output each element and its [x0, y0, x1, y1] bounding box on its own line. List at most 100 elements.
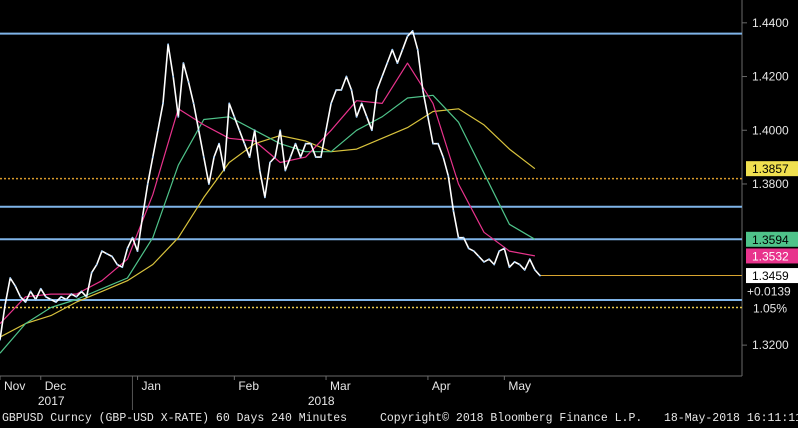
copyright-text: Copyright© 2018 Bloomberg Finance L.P. [380, 412, 643, 425]
price-point [213, 156, 215, 159]
price-point [162, 102, 164, 105]
price-point [462, 236, 465, 239]
x-tick-label: Feb [238, 379, 259, 393]
price-point [218, 142, 220, 145]
price-point [528, 258, 531, 261]
price-point [172, 75, 175, 78]
price-tags: 1.3857 1.3594 1.3532 1.3459 +0.0139 1.05% [746, 161, 798, 316]
price-tag-1 [746, 161, 798, 177]
price-point [187, 81, 190, 83]
price-point [488, 258, 490, 261]
price-point [493, 263, 496, 266]
price-tag-label-4: 1.3459 [752, 269, 789, 283]
price-point [4, 303, 6, 306]
price-point [360, 102, 363, 105]
price-point [335, 89, 338, 91]
price-point [391, 48, 394, 51]
price-point [75, 295, 78, 298]
y-tick-label: 1.3800 [752, 177, 789, 191]
price-point [60, 295, 63, 298]
price-point [269, 161, 271, 164]
price-point [513, 260, 516, 263]
price-point [131, 236, 134, 239]
price-point [350, 89, 353, 91]
price-point [228, 102, 231, 105]
price-tag-label-3: 1.3532 [752, 249, 789, 263]
price-point [90, 271, 93, 274]
price-point [432, 142, 434, 145]
price-point [14, 285, 17, 287]
price-point [177, 115, 180, 118]
price-point [345, 75, 348, 78]
price-point [19, 295, 22, 298]
x-tick-label: Jan [142, 379, 161, 393]
price-point [314, 156, 317, 159]
price-point [279, 129, 282, 132]
price-point [202, 156, 205, 159]
price-point [157, 129, 159, 132]
price-point [294, 142, 297, 145]
price-point [477, 255, 480, 258]
price-point [106, 252, 108, 255]
price-point [197, 129, 200, 132]
price-point [55, 301, 57, 304]
price-point [284, 169, 287, 172]
price-point [24, 301, 27, 304]
x-tick-label: May [508, 379, 531, 393]
price-point [274, 156, 276, 159]
price-point [386, 62, 389, 65]
price-point [365, 115, 368, 118]
price-point [299, 156, 302, 159]
price-point [452, 209, 455, 212]
price-point [320, 156, 322, 159]
price-point [508, 266, 511, 269]
x-tick-label: Nov [4, 379, 25, 393]
price-point [355, 115, 358, 118]
price-point [381, 75, 383, 78]
price-point [401, 48, 404, 51]
price-point [330, 102, 333, 105]
price-point [34, 298, 37, 301]
price-point [376, 89, 378, 91]
price-point [523, 269, 526, 271]
change-value: +0.0139 [747, 285, 791, 299]
price-point [437, 142, 440, 145]
y-tick-label: 1.3200 [752, 338, 789, 352]
price-point [223, 169, 226, 172]
y-tick-label: 1.4000 [752, 123, 789, 137]
change-percent: 1.05% [753, 302, 787, 316]
price-point [126, 247, 129, 250]
price-point [65, 298, 68, 301]
price-point [534, 269, 536, 271]
price-point [100, 250, 103, 253]
y-axis: 1.4400 1.4200 1.4000 1.3800 1.3200 [742, 16, 789, 352]
price-tag-2 [746, 231, 798, 247]
price-point [421, 89, 424, 91]
price-point [472, 250, 475, 253]
price-tag-3 [746, 248, 798, 264]
price-point [248, 156, 251, 159]
price-point [498, 250, 501, 253]
price-tag-label-1: 1.3857 [752, 162, 789, 176]
price-point [264, 196, 266, 199]
price-point [80, 290, 83, 293]
x-year-label: 2018 [308, 394, 335, 408]
timestamp: 18-May-2018 16:11:11 [664, 412, 798, 425]
price-point [304, 142, 307, 145]
price-point [111, 255, 113, 258]
price-point [340, 89, 343, 91]
price-point [44, 295, 47, 298]
price-point [192, 102, 195, 105]
price-point [151, 156, 154, 159]
price-point [447, 175, 450, 177]
x-tick-label: Dec [45, 379, 66, 393]
series-layer [0, 29, 541, 354]
x-year-label: 2017 [38, 394, 65, 408]
series-line-4 [0, 108, 536, 338]
price-point [146, 183, 149, 185]
price-point [243, 142, 246, 145]
price-point [406, 35, 409, 38]
price-point [9, 277, 12, 279]
price-point [39, 287, 42, 290]
